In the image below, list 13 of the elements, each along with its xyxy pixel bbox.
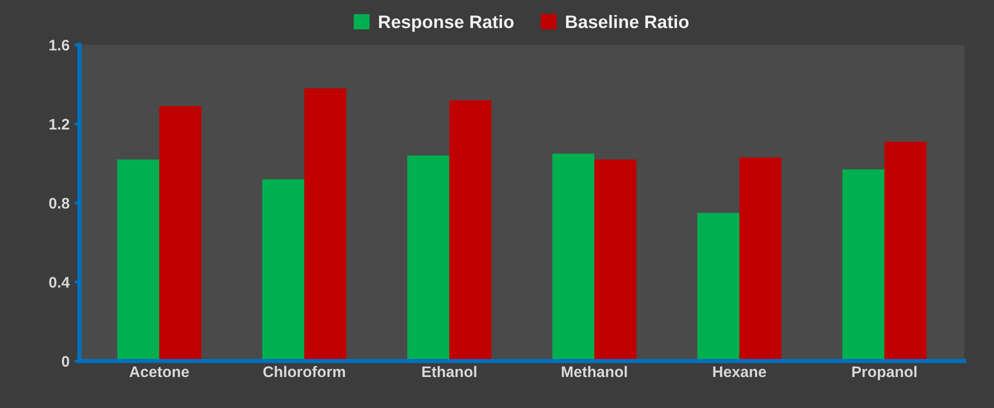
x-tick-label: Propanol	[852, 366, 916, 380]
x-tick-label: Ethanol	[422, 366, 476, 378]
y-tick-label: 0.8	[49, 198, 70, 209]
legend-label: Response Ratio	[379, 14, 514, 32]
x-tick-label: Chloroform	[263, 366, 345, 378]
y-tick-label: 1.2	[50, 118, 70, 130]
y-tick-label: 0.4	[49, 276, 70, 288]
y-tick-label: 1.6	[50, 40, 70, 51]
x-tick-label: Methanol	[562, 366, 627, 378]
x-tick-label: Acetone	[130, 366, 189, 378]
y-tick-label: 0	[62, 356, 70, 367]
legend-label: Baseline Ratio	[566, 14, 689, 28]
x-tick-label: Hexane	[713, 366, 766, 378]
